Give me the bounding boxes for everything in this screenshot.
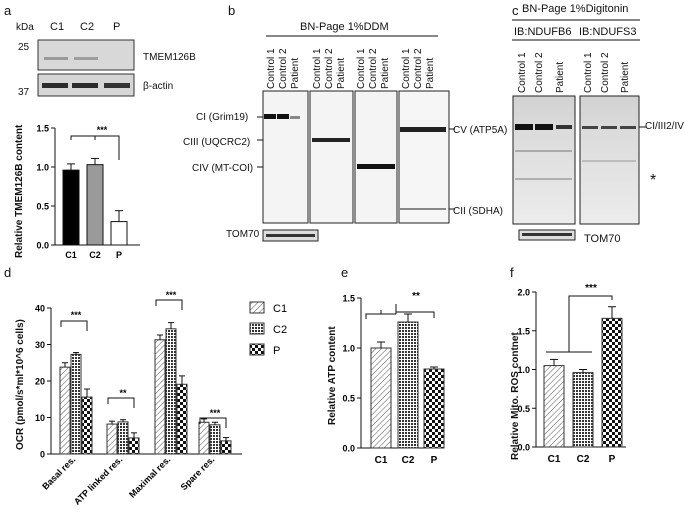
y-tick-label: 1.0: [342, 344, 355, 354]
blot-c-image: [512, 95, 646, 241]
y-tick-label: 0.0: [517, 443, 530, 453]
y-tick-label: 1.5: [342, 294, 355, 304]
kda-label: kDa: [16, 22, 34, 33]
panel-d-letter: d: [4, 265, 12, 280]
y-tick-label: 20: [35, 377, 45, 387]
significance-label: ***: [210, 408, 221, 418]
y-tick-label: 0.5: [342, 394, 355, 404]
significance-label: ***: [166, 290, 177, 300]
panel-b-title: BN-Page 1%DDM: [300, 21, 389, 33]
y-tick-label: 0.5: [36, 202, 49, 212]
panel-c-title-brackets: [512, 19, 640, 41]
y-tick-label: 30: [35, 340, 45, 350]
ib-right-label: IB:NDUFS3: [579, 26, 637, 38]
legend-swatch: [249, 322, 265, 335]
x-tick-label: P: [116, 250, 122, 260]
x-tick-label: C1: [548, 454, 561, 465]
y-tick-label: 2.0: [517, 288, 530, 298]
y-tick-label: 0.5: [517, 404, 530, 414]
complex-label: CII (SDHA): [453, 206, 503, 217]
y-tick-label: 0: [40, 450, 45, 460]
y-tick-label: 1.5: [36, 124, 49, 134]
significance-bracket: [60, 320, 88, 331]
significance-bracket: [365, 304, 435, 319]
blot-a-image: [37, 39, 135, 97]
panel-c-letter: c: [512, 3, 519, 18]
significance-label: ***: [97, 125, 108, 135]
y-tick-label: 40: [35, 304, 45, 314]
significance-label: ***: [71, 310, 82, 320]
lane-label: C1: [50, 21, 65, 33]
panel-c-title: BN-Page 1%Digitonin: [522, 3, 629, 15]
significance-label: **: [119, 388, 127, 398]
band-label: TMEM126B: [143, 52, 196, 63]
y-tick-label: 10: [35, 413, 45, 423]
significance-bracket: [107, 397, 135, 408]
marker-label: 37: [18, 87, 30, 98]
significance-label: ***: [585, 283, 597, 294]
complex-label: CI (Grim19): [196, 112, 249, 123]
x-tick-label: C2: [89, 250, 101, 260]
loading-control-label: TOM70: [226, 229, 260, 240]
ib-left-label: IB:NDUFB6: [514, 26, 572, 38]
panel-e-letter: e: [341, 265, 349, 280]
panel-b-title-bracket: [266, 35, 438, 37]
x-tick-label: C2: [402, 455, 415, 466]
supercomplex-label: CI/III2/IV: [645, 121, 684, 132]
lane-label: P: [113, 21, 121, 33]
legend-swatch: [249, 301, 265, 314]
asterisk-mark: *: [650, 172, 657, 189]
panel-f-letter: f: [510, 265, 514, 280]
lane-label: C2: [80, 21, 95, 33]
y-tick-label: 0.0: [342, 444, 355, 454]
significance-label: **: [412, 291, 420, 302]
y-tick-label: 1.0: [517, 365, 530, 375]
legend-swatch: [249, 343, 265, 356]
y-tick-label: 1.5: [517, 326, 530, 336]
complex-label: CIV (MT-COI): [192, 163, 254, 174]
complex-label: CV (ATP5A): [453, 125, 508, 136]
y-tick-label: 0.0: [36, 241, 49, 251]
bar: [543, 365, 565, 448]
panel-b-letter: b: [228, 3, 236, 18]
panel-a-letter: a: [4, 3, 12, 18]
x-tick-label: C1: [375, 455, 388, 466]
x-tick-label: P: [431, 455, 438, 466]
band-label: β-actin: [143, 81, 174, 92]
significance-bracket: [199, 417, 227, 428]
loading-control-label: TOM70: [584, 233, 621, 245]
x-tick-label: P: [609, 454, 616, 465]
x-tick-label: C1: [65, 250, 77, 260]
bar: [572, 372, 594, 448]
marker-label: 25: [18, 42, 30, 53]
bar: [601, 317, 623, 448]
legend-label: P: [273, 345, 280, 357]
legend-label: C1: [273, 303, 287, 315]
legend-label: C2: [273, 324, 287, 336]
significance-bracket: [155, 299, 183, 310]
x-tick-label: C2: [577, 454, 590, 465]
y-tick-label: 1.0: [36, 163, 49, 173]
complex-label: CIII (UQCRC2): [183, 137, 251, 148]
blot-b-image: [257, 90, 455, 242]
